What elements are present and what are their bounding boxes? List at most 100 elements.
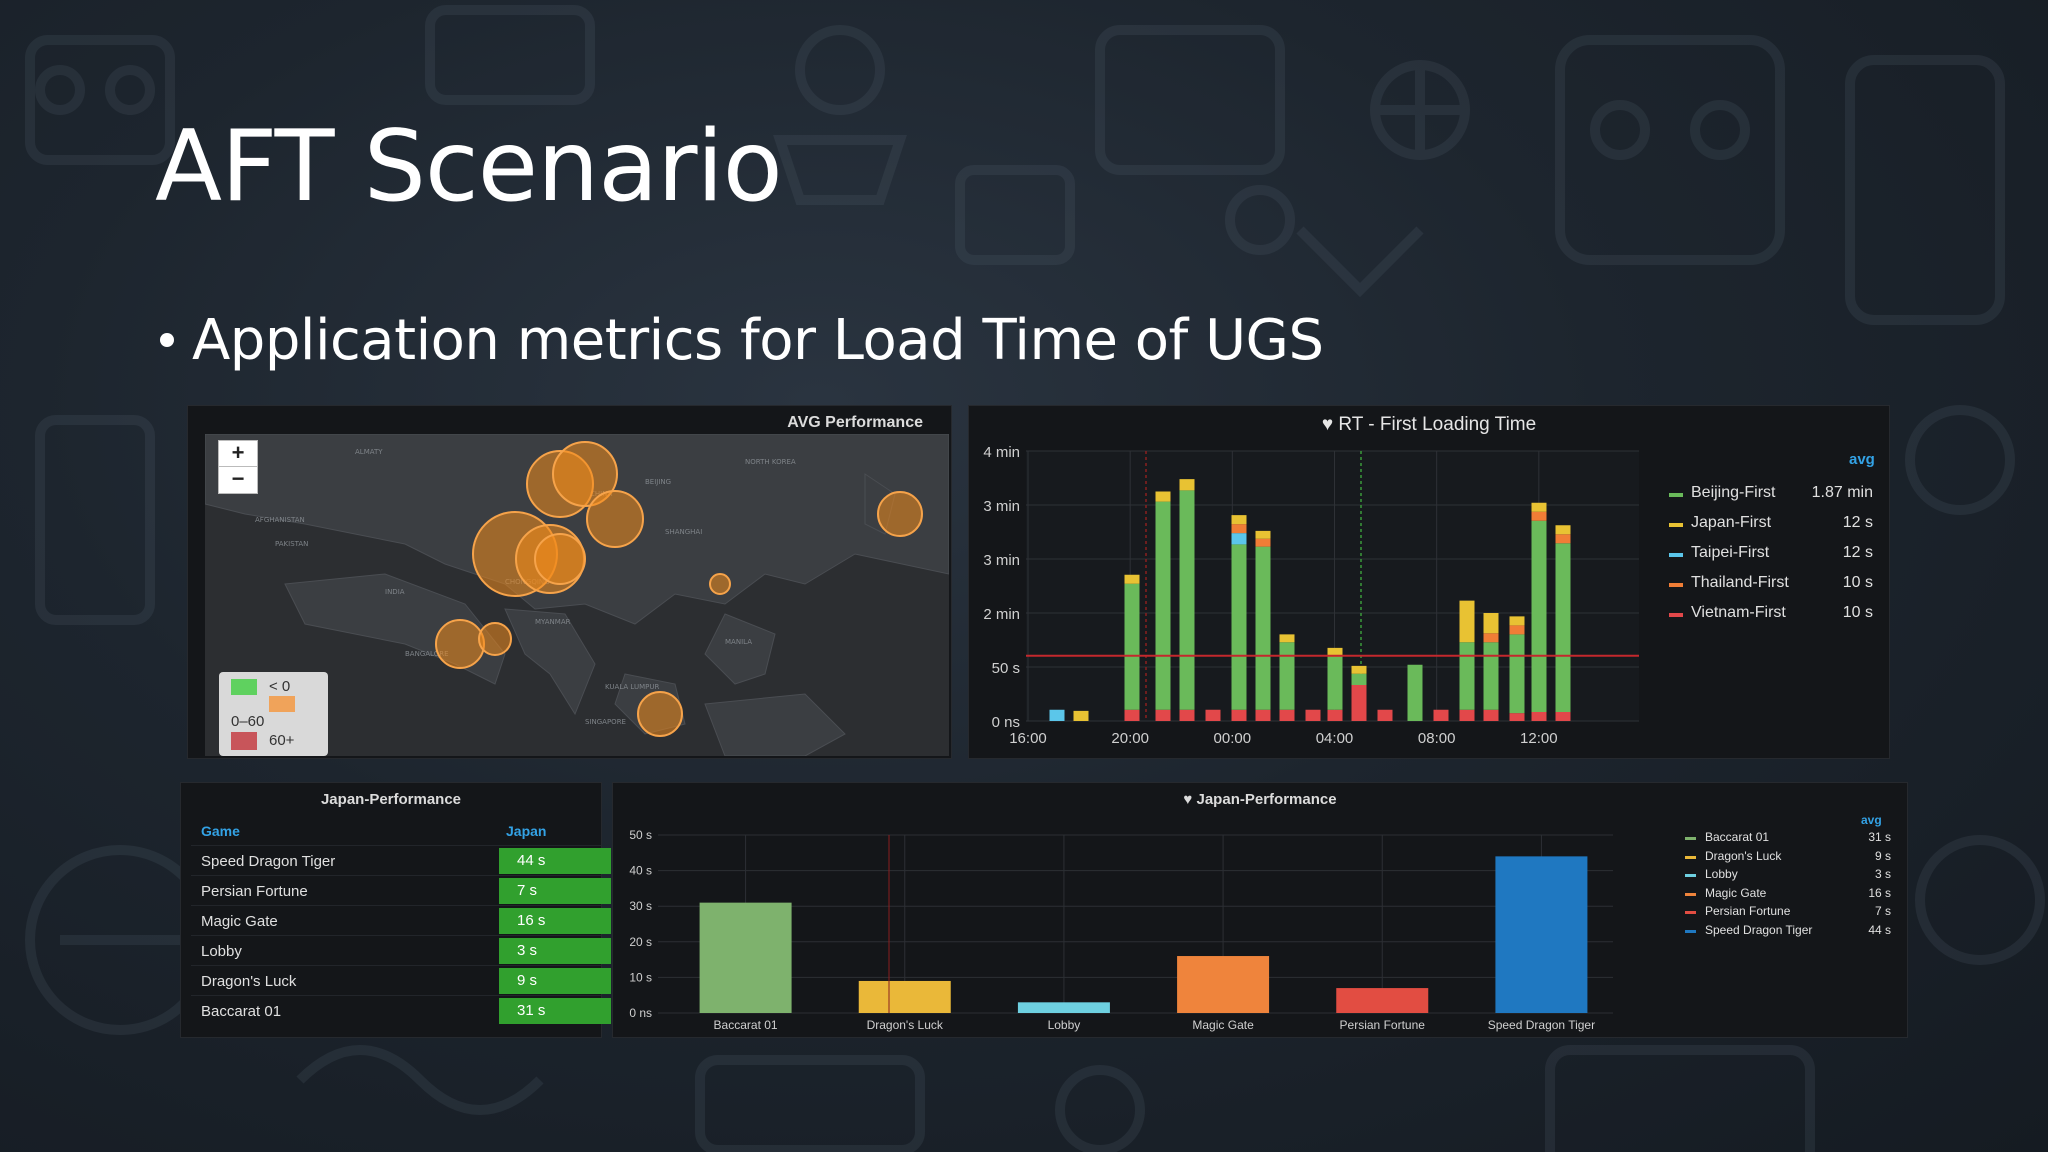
svg-text:AFGHANISTAN: AFGHANISTAN: [255, 516, 305, 524]
rt-bar-segment: [1433, 709, 1449, 721]
svg-text:INDIA: INDIA: [385, 588, 405, 596]
legend-label-mid: 0–60: [231, 713, 265, 730]
japan-value-cell: 44 s: [499, 848, 611, 874]
rt-bar-segment: [1255, 709, 1271, 721]
x-tick-label: 12:00: [1520, 730, 1558, 747]
svg-text:KUALA LUMPUR: KUALA LUMPUR: [605, 683, 659, 691]
y-tick-label: 50 s: [629, 828, 652, 842]
zoom-out-button[interactable]: −: [218, 466, 258, 494]
rt-bar-segment: [1531, 502, 1547, 512]
legend-swatch: [1685, 837, 1696, 840]
rt-bar-segment: [1509, 625, 1525, 635]
y-tick-label: 3 min: [983, 498, 1020, 515]
svg-text:SHANGHAI: SHANGHAI: [665, 528, 702, 536]
rt-first-loading-panel: ♥ RT - First Loading Time 0 ns 50 s 2 min 3…: [968, 405, 1890, 759]
rt-bar-segment: [1483, 613, 1499, 634]
legend-swatch: [1685, 929, 1696, 933]
y-tick-label: 0 ns: [629, 1006, 652, 1020]
legend-series-name[interactable]: Speed Dragon Tiger: [1705, 922, 1813, 937]
heart-icon: ♥: [1321, 414, 1339, 435]
legend-series-avg: 10 s: [1842, 604, 1873, 621]
rt-bar-segment: [1459, 600, 1475, 643]
rt-bar-segment: [1279, 642, 1295, 710]
rt-bar-segment: [1351, 685, 1367, 721]
panel-title: AVG Performance: [787, 414, 923, 431]
legend-swatch: [1685, 911, 1696, 914]
rt-bar-segment: [1327, 709, 1343, 721]
zoom-in-button[interactable]: +: [218, 440, 258, 468]
legend-series-name[interactable]: Persian Fortune: [1705, 904, 1791, 918]
table-row[interactable]: Dragon's Luck 9 s: [191, 965, 611, 995]
legend-series-avg: 9 s: [1874, 848, 1891, 863]
rt-bar-segment: [1124, 574, 1140, 584]
panel-title-text: RT - First Loading Time: [1338, 414, 1537, 435]
legend-series-name[interactable]: Beijing-First: [1691, 484, 1776, 501]
legend-series-name[interactable]: Japan-First: [1691, 514, 1772, 531]
table-row[interactable]: Lobby 3 s: [191, 935, 611, 965]
svg-text:MYANMAR: MYANMAR: [535, 618, 571, 626]
column-header-game[interactable]: Game: [201, 823, 240, 839]
legend-series-name[interactable]: Magic Gate: [1705, 885, 1767, 900]
legend-series-name[interactable]: Lobby: [1705, 867, 1738, 881]
game-cell: Lobby: [201, 943, 242, 960]
x-tick-label: Lobby: [1048, 1018, 1081, 1032]
column-header-japan[interactable]: Japan: [506, 823, 547, 839]
svg-text:PAKISTAN: PAKISTAN: [275, 540, 308, 548]
game-cell: Dragon's Luck: [201, 973, 297, 990]
legend-series-avg: 7 s: [1874, 904, 1891, 918]
svg-text:ALMATY: ALMATY: [355, 448, 383, 456]
y-tick-label: 0 ns: [992, 714, 1020, 731]
rt-bar-segment: [1279, 634, 1295, 643]
map-legend: < 0 0–60 60+: [219, 672, 328, 756]
jp-legend-header: avg: [1861, 813, 1882, 827]
table-row[interactable]: Speed Dragon Tiger 44 s: [191, 845, 611, 875]
legend-series-avg: 44 s: [1868, 922, 1891, 937]
y-tick-label: 30 s: [629, 899, 652, 913]
legend-series-name[interactable]: Taipei-First: [1691, 544, 1770, 561]
legend-label-high: 60+: [269, 732, 295, 749]
svg-text:SINGAPORE: SINGAPORE: [585, 718, 626, 726]
rt-bar-segment: [1509, 634, 1525, 714]
y-tick-label: 50 s: [992, 660, 1020, 677]
legend-series-name[interactable]: Vietnam-First: [1691, 604, 1786, 621]
japan-value-cell: 7 s: [499, 878, 611, 904]
y-tick-label: 10 s: [629, 970, 652, 984]
svg-text:NORTH KOREA: NORTH KOREA: [745, 458, 796, 466]
japan-bar: [1495, 856, 1588, 1013]
panel-title-text: Japan-Performance: [1196, 791, 1337, 808]
legend-series-name[interactable]: Dragon's Luck: [1705, 848, 1782, 863]
legend-swatch: [1685, 874, 1696, 877]
legend-label-low: < 0: [269, 678, 291, 695]
panel-title: ♥ RT - First Loading Time: [969, 414, 1889, 436]
rt-bar-segment: [1255, 546, 1271, 710]
rt-bar-segment: [1255, 538, 1271, 547]
legend-swatch: [1685, 855, 1696, 859]
game-cell: Magic Gate: [201, 913, 278, 930]
rt-bar-segment: [1155, 709, 1171, 721]
rt-bar-segment: [1555, 543, 1571, 712]
table-row[interactable]: Baccarat 01 31 s: [191, 995, 611, 1025]
x-tick-label: Magic Gate: [1192, 1018, 1254, 1032]
rt-bar-segment: [1279, 709, 1295, 721]
x-tick-label: 00:00: [1214, 730, 1252, 747]
rt-bar-segment: [1351, 673, 1367, 685]
legend-series-name[interactable]: Baccarat 01: [1705, 830, 1770, 844]
table-row[interactable]: Magic Gate 16 s: [191, 905, 611, 935]
rt-bar-segment: [1407, 664, 1423, 721]
rt-bar-segment: [1231, 515, 1247, 525]
legend-swatch: [1669, 583, 1683, 587]
game-cell: Speed Dragon Tiger: [201, 853, 336, 870]
table-row[interactable]: Persian Fortune 7 s: [191, 875, 611, 905]
x-tick-label: Speed Dragon Tiger: [1488, 1018, 1595, 1032]
legend-series-name[interactable]: Thailand-First: [1691, 574, 1789, 591]
legend-swatch-orange: [269, 696, 295, 712]
japan-bar: [1177, 956, 1270, 1013]
rt-bar-segment: [1351, 665, 1367, 674]
rt-chart: 0 ns 50 s 2 min 3 min 3 min 4 min 16:00 20:00 00…: [983, 444, 1639, 747]
bullet-dot: [160, 332, 174, 347]
legend-swatch: [1669, 523, 1683, 527]
rt-bar-segment: [1555, 525, 1571, 535]
japan-performance-chart-panel: ♥ Japan-Performance 0 ns 10 s 20 s 30 s 40 s…: [612, 782, 1908, 1038]
rt-bar-segment: [1255, 530, 1271, 539]
